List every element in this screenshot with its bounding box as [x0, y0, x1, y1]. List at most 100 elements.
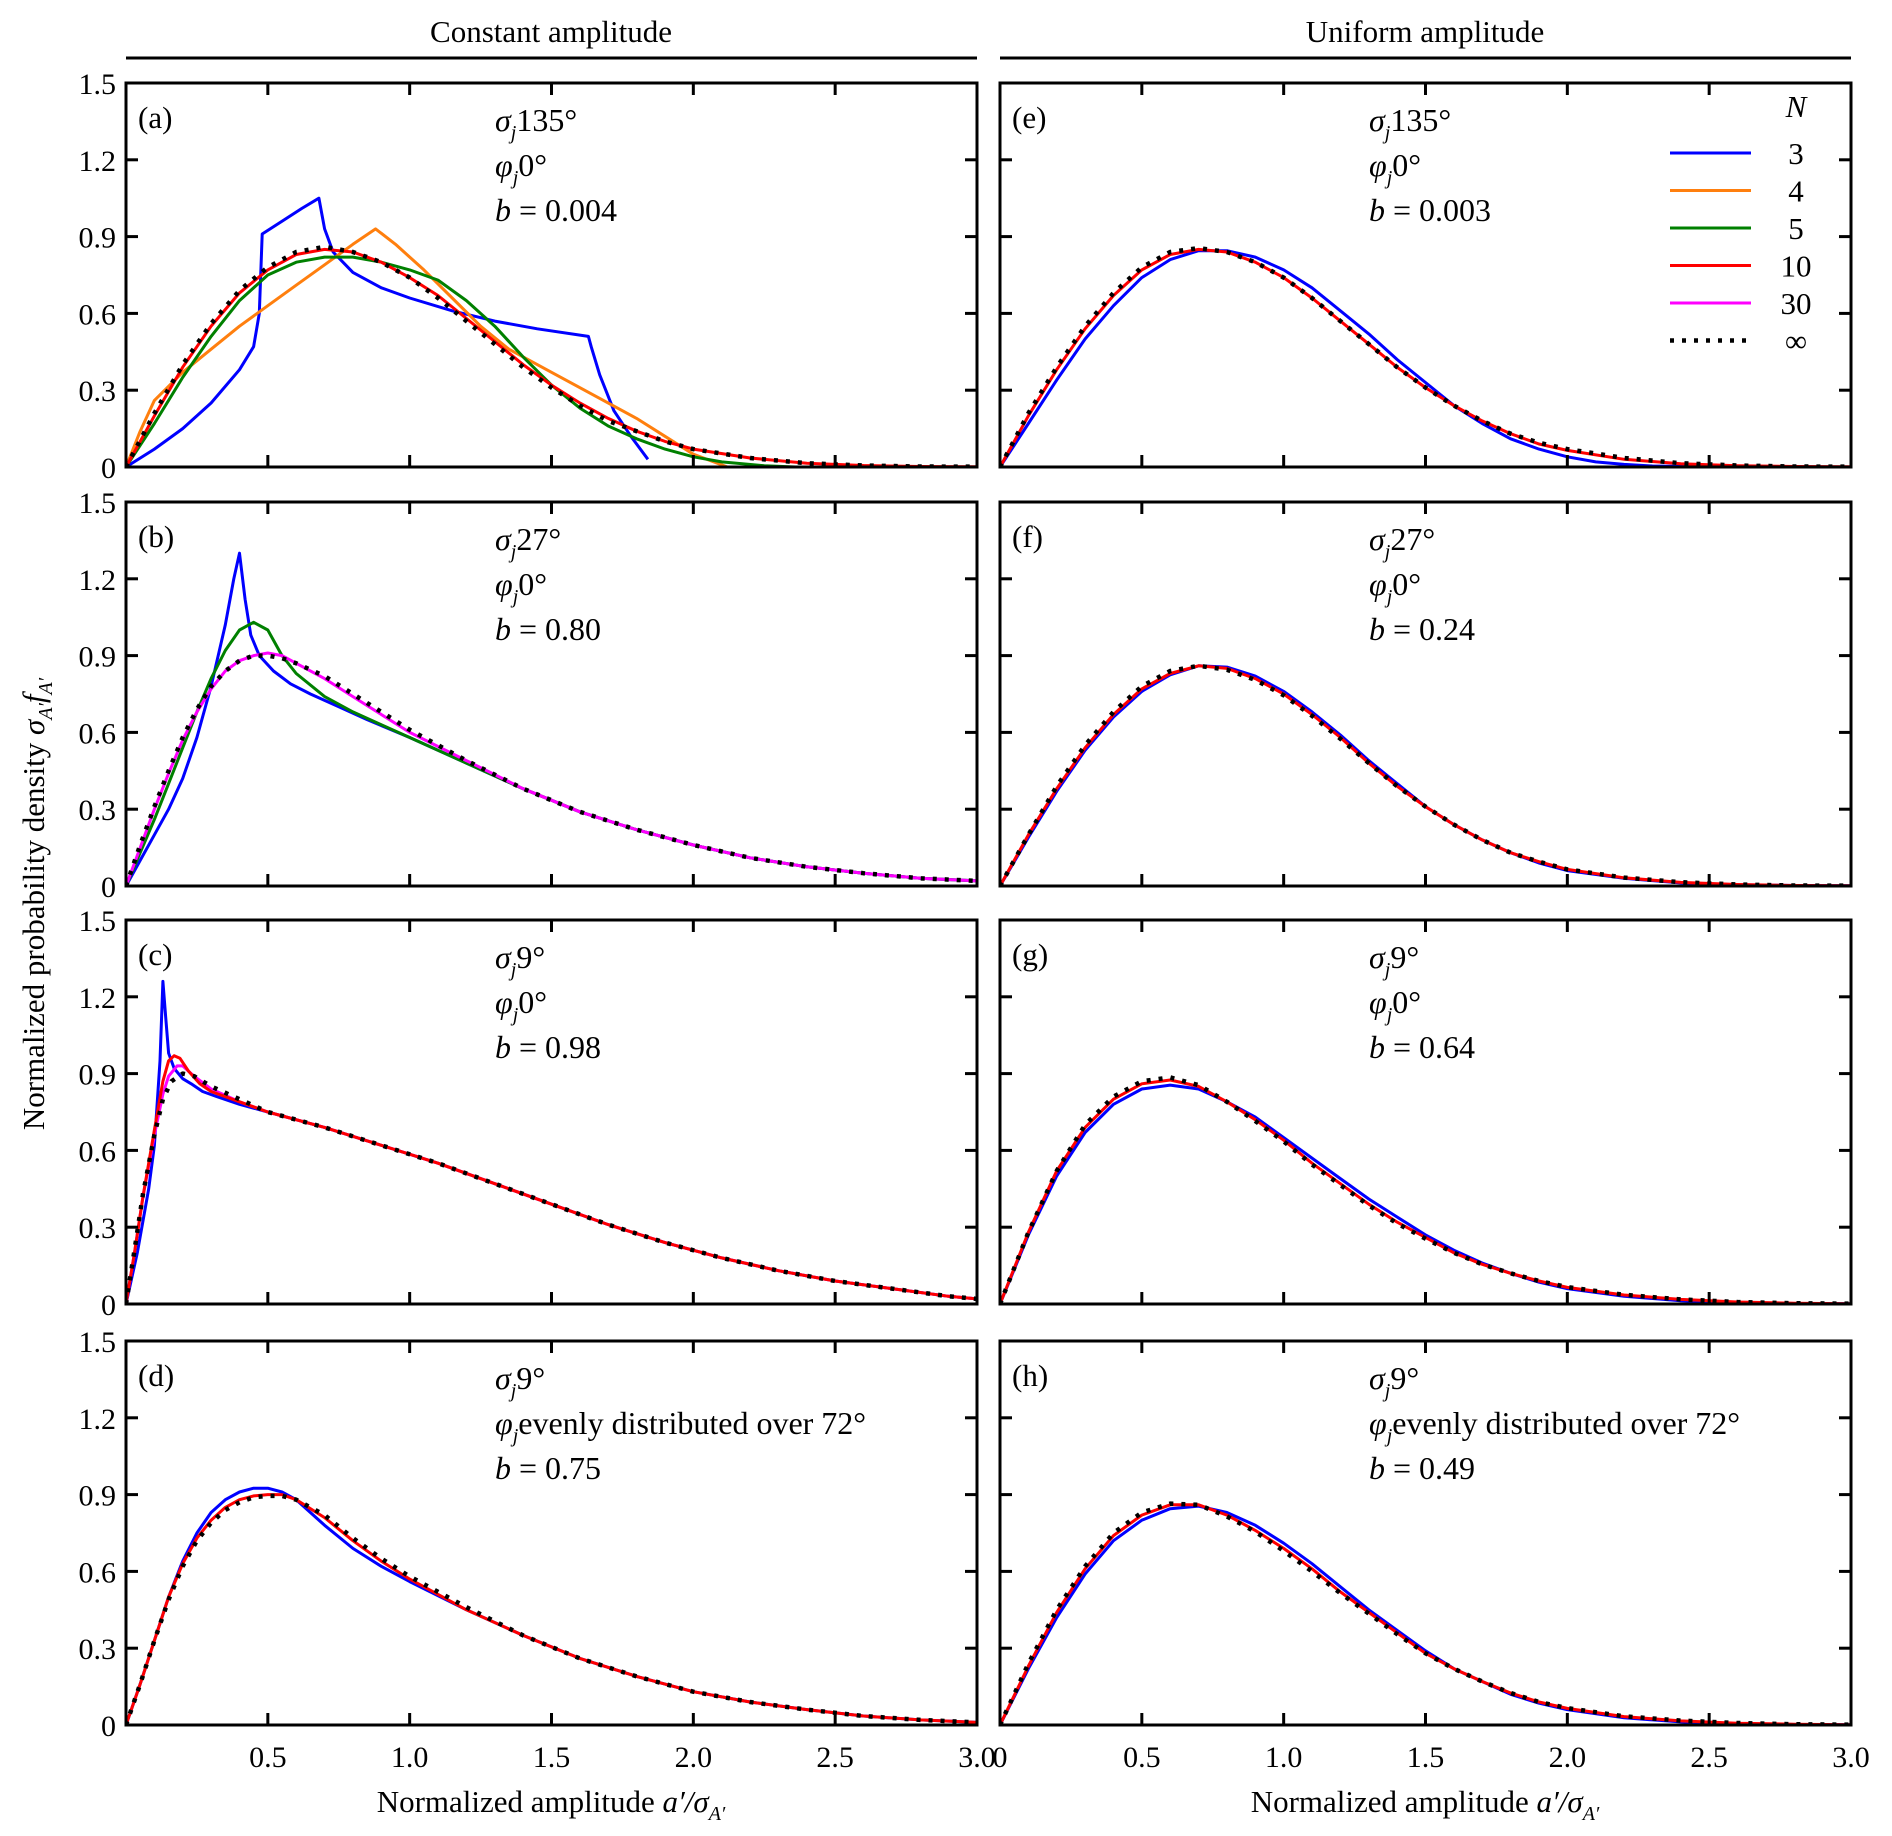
y-axis-label: Normalized probability density σA′fA′: [16, 677, 57, 1130]
x-axis-label-left-var: a′/σ: [663, 1784, 711, 1819]
annotation-sigma-g: σj9°: [1369, 939, 1419, 981]
annotation-b-value: = 0.003: [1385, 192, 1491, 228]
x-axis-label-right-main: Normalized amplitude: [1251, 1784, 1537, 1819]
annotation-phi-value: 0°: [1392, 566, 1421, 602]
y-axis-label-sigma-sub: A′: [35, 702, 57, 721]
annotation-sigma-c: σj9°: [495, 939, 545, 981]
y-tick-label: 0.6: [79, 1556, 117, 1589]
y-tick-label: 0: [101, 1710, 116, 1743]
annotation-phi-symbol: φ: [495, 984, 513, 1020]
annotation-phi-symbol: φ: [495, 147, 513, 183]
series-N10-panel-f: [1000, 664, 1851, 886]
legend-title: N: [1785, 89, 1809, 124]
y-tick-label: 0.9: [79, 1059, 117, 1092]
legend-label-N10: 10: [1781, 249, 1812, 284]
annotation-sigma-h: σj9°: [1369, 1360, 1419, 1402]
series-N5-panel-b: [126, 620, 977, 886]
panel-label-a: (a): [138, 100, 172, 135]
x-tick-label: 0.5: [249, 1741, 287, 1774]
x-tick-label: 3.0: [1832, 1741, 1870, 1774]
header-uniform-amplitude: Uniform amplitude: [1306, 14, 1544, 49]
series-N10-panel-d: [126, 1493, 977, 1725]
annotation-sigma-subscript: j: [1382, 541, 1391, 563]
annotation-sigma-value: 9°: [1390, 1360, 1419, 1396]
series-N10-panel-h: [1000, 1503, 1851, 1725]
panel-e: (e) σj135°φj0°b = 0.003: [998, 81, 1853, 469]
y-tick-label: 0: [101, 452, 116, 485]
annotation-b-value: = 0.004: [511, 192, 617, 228]
series-N3-panel-f: [1000, 664, 1851, 886]
y-tick-label: 1.2: [79, 982, 117, 1015]
series-N10-panel-a: [126, 247, 977, 467]
series-N4-panel-a: [126, 227, 728, 467]
x-axis-label-right-sub: A′: [1581, 1803, 1600, 1825]
series-Ninf-panel-d: [126, 1493, 977, 1725]
plot-frame-d: [124, 1339, 979, 1727]
annotation-sigma-b: σj27°: [495, 521, 561, 563]
y-tick-label: 0.3: [79, 375, 117, 408]
annotation-sigma-value: 9°: [1390, 939, 1419, 975]
series-Ninf-panel-h: [1000, 1501, 1851, 1725]
y-tick-label: 0.6: [79, 717, 117, 750]
plot-frame-h: [998, 1339, 1853, 1727]
x-tick-label: 1.5: [1407, 1741, 1445, 1774]
x-axis-label-right-var: a′/σ: [1537, 1784, 1585, 1819]
series-N10-panel-g: [1000, 1078, 1851, 1304]
annotation-b-a: b = 0.004: [495, 192, 617, 228]
annotation-phi-value: 0°: [518, 566, 547, 602]
annotation-b-value: = 0.75: [511, 1450, 601, 1486]
annotation-b-g: b = 0.64: [1369, 1029, 1475, 1065]
x-axis-label-right: Normalized amplitude a′/σA′: [1251, 1784, 1600, 1825]
panel-d: 00.30.60.91.21.50.5 1.0 1.5 2.0 2.5 3.0(d) σj9…: [79, 1326, 996, 1774]
annotation-b-symbol: b: [495, 192, 511, 228]
annotation-sigma-symbol: σ: [1369, 939, 1386, 975]
panel-label-c: (c): [138, 937, 172, 972]
y-axis-label-sigma: σ: [16, 718, 51, 735]
x-tick-label: 0: [993, 1741, 1008, 1774]
annotation-sigma-subscript: j: [1382, 1380, 1391, 1402]
series-N3-panel-g: [1000, 1083, 1851, 1304]
annotation-phi-subscript: j: [1384, 586, 1393, 608]
series-Ninf-panel-e: [1000, 245, 1851, 467]
annotation-sigma-value: 27°: [516, 521, 561, 557]
plot-frame-a: [124, 81, 979, 469]
panel-a: 00.30.60.91.21.5(a) σj135°φj0°b = 0.004: [79, 68, 979, 485]
x-tick-label: 2.5: [1690, 1741, 1728, 1774]
series-N5-panel-a: [126, 255, 796, 467]
series-Ninf-panel-f: [1000, 663, 1851, 886]
annotation-phi-f: φj0°: [1369, 566, 1421, 608]
legend-label-Ninf: ∞: [1785, 324, 1807, 359]
annotation-sigma-value: 135°: [516, 102, 577, 138]
annotation-phi-value: evenly distributed over 72°: [1392, 1405, 1740, 1441]
annotation-sigma-symbol: σ: [495, 521, 512, 557]
annotation-phi-subscript: j: [1384, 167, 1393, 189]
y-tick-label: 1.2: [79, 1403, 117, 1436]
annotation-b-h: b = 0.49: [1369, 1450, 1475, 1486]
annotation-phi-value: evenly distributed over 72°: [518, 1405, 866, 1441]
legend-label-N3: 3: [1788, 136, 1804, 171]
annotation-phi-symbol: φ: [1369, 984, 1387, 1020]
annotation-phi-symbol: φ: [495, 1405, 513, 1441]
annotation-b-e: b = 0.003: [1369, 192, 1491, 228]
annotation-phi-symbol: φ: [1369, 566, 1387, 602]
annotation-b-symbol: b: [1369, 1450, 1385, 1486]
annotation-b-symbol: b: [1369, 1029, 1385, 1065]
annotation-sigma-subscript: j: [1382, 122, 1391, 144]
annotation-sigma-f: σj27°: [1369, 521, 1435, 563]
y-axis-label-main: Normalized probability density: [16, 735, 51, 1130]
y-tick-label: 0: [101, 871, 116, 904]
annotation-phi-d: φjevenly distributed over 72°: [495, 1405, 866, 1447]
series-N3-panel-h: [1000, 1504, 1851, 1725]
annotation-sigma-value: 9°: [516, 1360, 545, 1396]
panel-label-d: (d): [138, 1358, 174, 1393]
annotation-sigma-symbol: σ: [495, 939, 512, 975]
annotation-b-value: = 0.64: [1385, 1029, 1475, 1065]
annotation-phi-symbol: φ: [495, 566, 513, 602]
annotation-sigma-subscript: j: [1382, 959, 1391, 981]
annotation-b-symbol: b: [495, 1029, 511, 1065]
legend-label-N30: 30: [1781, 286, 1812, 321]
annotation-phi-value: 0°: [518, 147, 547, 183]
annotation-phi-subscript: j: [510, 1425, 519, 1447]
y-tick-label: 1.5: [79, 1326, 117, 1359]
